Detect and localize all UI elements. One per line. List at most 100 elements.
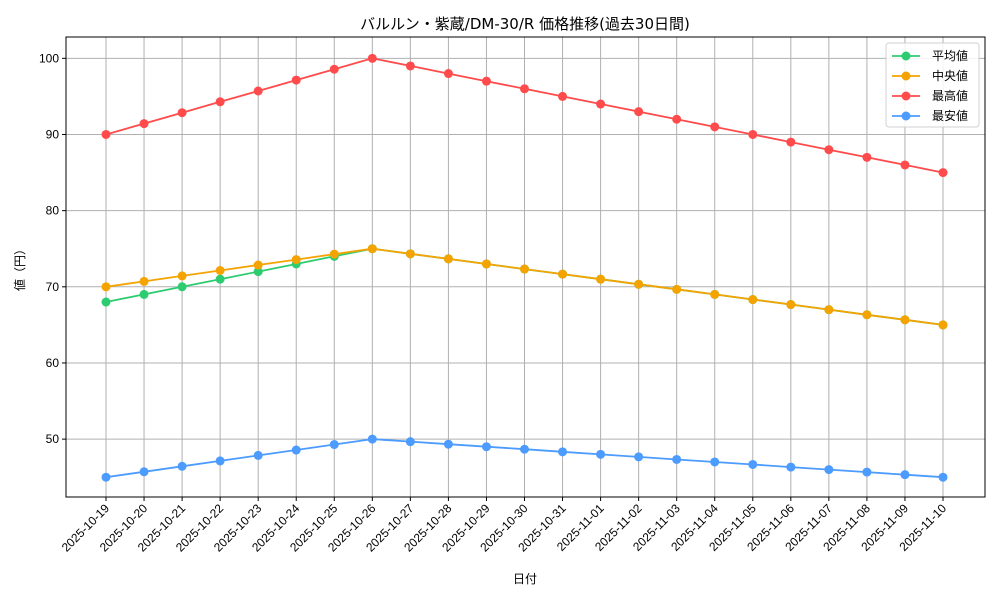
y-axis-label: 値（円） <box>12 243 27 291</box>
data-point <box>862 467 872 477</box>
data-point <box>443 439 453 449</box>
y-tick-label: 90 <box>46 127 60 141</box>
legend-label: 最安値 <box>932 108 968 123</box>
data-point <box>177 108 187 118</box>
data-point <box>215 97 225 107</box>
plot-frame <box>65 36 986 498</box>
data-point <box>139 289 149 299</box>
data-point <box>786 137 796 147</box>
data-point <box>291 255 301 265</box>
data-point <box>520 84 529 94</box>
data-point <box>824 465 834 475</box>
y-tick-label: 100 <box>39 51 59 65</box>
data-point <box>367 244 377 254</box>
data-point <box>596 274 606 284</box>
data-point <box>367 53 377 63</box>
data-point <box>253 86 263 96</box>
data-point <box>215 266 225 276</box>
legend-marker-icon <box>901 71 911 81</box>
data-point <box>748 295 758 305</box>
data-point <box>672 114 682 124</box>
data-point <box>748 129 758 139</box>
y-tick-label: 80 <box>46 204 60 218</box>
data-point <box>710 122 720 132</box>
series-line <box>101 53 948 178</box>
data-point <box>786 462 796 472</box>
data-series <box>101 53 948 482</box>
data-point <box>253 260 263 270</box>
data-point <box>481 442 491 452</box>
data-point <box>405 61 415 71</box>
legend-marker-icon <box>901 91 911 101</box>
data-point <box>291 445 301 455</box>
data-point <box>710 457 720 467</box>
data-point <box>596 449 606 459</box>
legend-label: 最高値 <box>932 88 968 103</box>
data-point <box>481 76 491 86</box>
data-point <box>558 447 568 457</box>
legend-marker-icon <box>901 111 911 121</box>
data-point <box>139 467 149 477</box>
x-axis-label: 日付 <box>513 572 537 586</box>
data-point <box>177 282 187 292</box>
chart-title: バルルン・紫蔵/DM-30/R 価格推移(過去30日間) <box>360 15 690 33</box>
data-point <box>329 64 339 74</box>
data-point <box>558 269 568 279</box>
legend-item: 最安値 <box>892 108 968 123</box>
series-line <box>101 434 948 482</box>
data-point <box>443 69 453 79</box>
data-point <box>862 310 872 320</box>
data-point <box>520 444 529 454</box>
legend-label: 中央値 <box>932 68 968 83</box>
data-point <box>177 461 187 471</box>
data-point <box>596 99 606 109</box>
grid-lines <box>66 37 985 497</box>
data-point <box>253 450 263 460</box>
y-tick-label: 70 <box>46 280 60 294</box>
data-point <box>938 168 948 178</box>
data-point <box>710 289 720 299</box>
data-point <box>101 297 111 307</box>
legend-item: 中央値 <box>892 68 968 83</box>
data-point <box>824 145 834 155</box>
legend-marker-icon <box>901 51 911 61</box>
data-point <box>139 119 149 129</box>
data-point <box>481 259 491 269</box>
data-point <box>672 454 682 464</box>
data-point <box>634 452 644 462</box>
data-point <box>215 274 225 284</box>
data-point <box>329 249 339 259</box>
data-point <box>634 107 644 117</box>
data-point <box>900 160 910 170</box>
data-point <box>101 472 111 482</box>
y-tick-label: 50 <box>46 432 60 446</box>
data-point <box>101 129 111 139</box>
legend-box <box>885 42 980 128</box>
data-point <box>672 284 682 294</box>
legend-label: 平均値 <box>932 48 968 63</box>
series-line <box>101 244 948 330</box>
data-point <box>634 279 644 289</box>
data-point <box>938 320 948 330</box>
data-point <box>405 249 415 259</box>
data-point <box>101 282 111 292</box>
data-point <box>405 437 415 447</box>
data-point <box>253 267 263 277</box>
y-tick-label: 60 <box>46 356 60 370</box>
x-axis-ticks: 2025-10-192025-10-202025-10-212025-10-22… <box>59 497 949 555</box>
data-point <box>443 254 453 264</box>
data-point <box>558 91 568 101</box>
data-point <box>139 276 149 286</box>
data-point <box>900 470 910 480</box>
data-point <box>900 315 910 325</box>
data-point <box>748 459 758 469</box>
data-point <box>291 75 301 85</box>
y-axis-ticks: 50 60 70 80 90 100 <box>39 51 66 446</box>
data-point <box>177 271 187 281</box>
data-point <box>329 440 339 450</box>
legend-item: 平均値 <box>892 48 968 63</box>
data-point <box>786 300 796 310</box>
